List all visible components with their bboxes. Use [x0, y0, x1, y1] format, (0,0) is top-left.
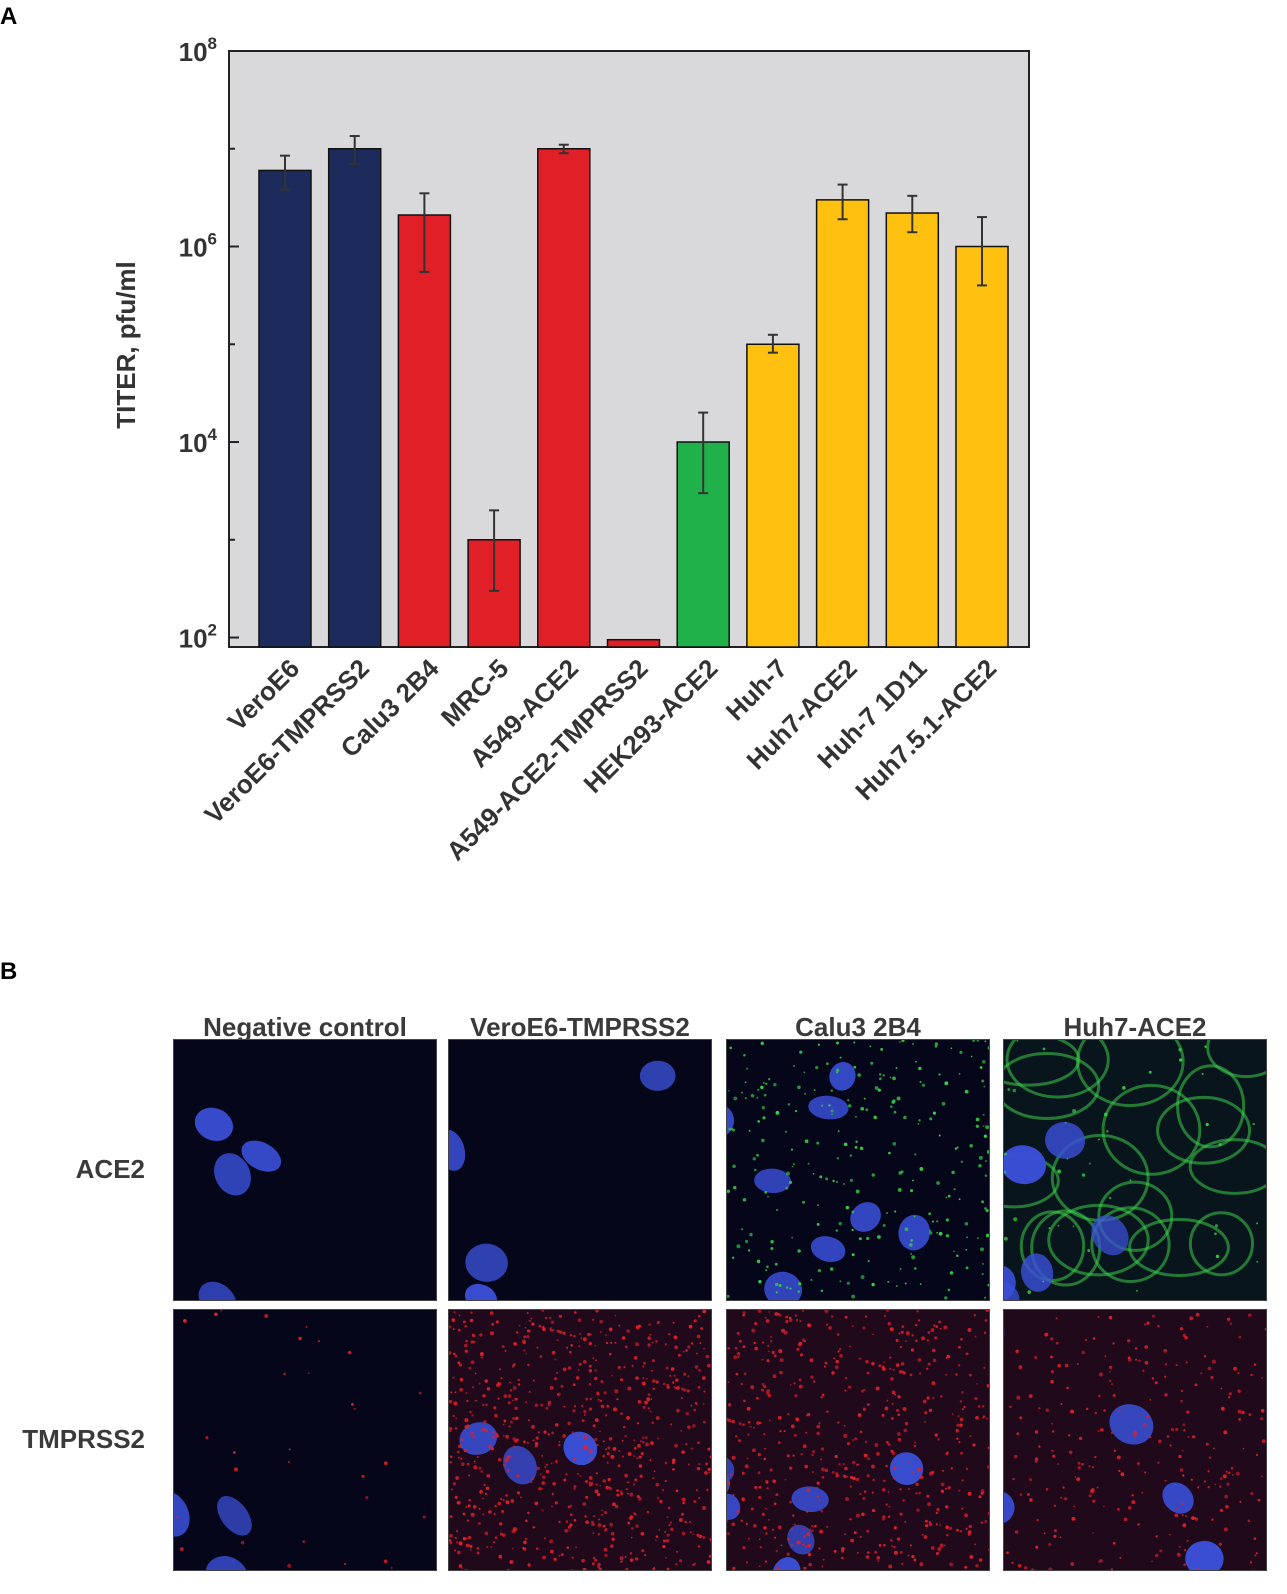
micrograph-image: [1004, 1310, 1266, 1570]
error-bar-4: [558, 143, 569, 155]
bar-7: [746, 343, 800, 648]
bar-5: [606, 638, 661, 648]
micrograph-tmprss2-3: [1003, 1309, 1267, 1571]
bar-10: [955, 245, 1009, 648]
bar-2: [397, 214, 452, 648]
y-axis-label: TITER, pfu/ml: [111, 261, 141, 429]
micrograph-ace2-1: [448, 1039, 712, 1301]
error-bar-9: [907, 194, 918, 234]
micrograph-image: [727, 1310, 989, 1570]
bar-9: [885, 212, 940, 648]
error-bar-0: [280, 154, 290, 191]
bar-1: [327, 148, 382, 648]
micrograph-ace2-0: [173, 1039, 437, 1301]
row-label-0: ACE2: [75, 1154, 145, 1184]
y-tick-label-3: 108: [179, 34, 217, 67]
micrograph-tmprss2-2: [726, 1309, 990, 1571]
bar-0: [258, 169, 312, 648]
micrograph-ace2-2: [726, 1039, 990, 1301]
micrograph-tmprss2-0: [173, 1309, 437, 1571]
micrograph-image: [727, 1040, 989, 1300]
micrograph-tmprss2-1: [448, 1309, 712, 1571]
error-bar-3: [489, 509, 500, 592]
micrograph-image: [1004, 1040, 1266, 1300]
y-tick-label-1: 104: [179, 425, 218, 458]
column-header-3: Huh7-ACE2: [1063, 1012, 1207, 1042]
panel-a-label: A: [0, 3, 18, 30]
error-bar-7: [767, 333, 778, 354]
error-bar-10: [977, 216, 987, 287]
column-header-0: Negative control: [203, 1012, 407, 1042]
bar-8: [815, 199, 870, 648]
y-tick-label-0: 102: [179, 621, 217, 654]
error-bar-6: [698, 411, 709, 495]
micrograph-image: [194, 1107, 282, 1300]
micrograph-image: [174, 1310, 426, 1570]
column-header-1: VeroE6-TMPRSS2: [470, 1012, 690, 1042]
bar-4: [537, 148, 591, 648]
micrograph-ace2-3: [1003, 1039, 1267, 1301]
micrograph-image: [449, 1060, 676, 1300]
micrograph-image: [449, 1310, 711, 1570]
row-label-1: TMPRSS2: [22, 1424, 145, 1454]
error-bar-2: [419, 192, 430, 273]
error-bar-1: [349, 135, 360, 165]
column-header-2: Calu3 2B4: [795, 1012, 921, 1042]
panel-b-label: B: [0, 958, 18, 985]
y-tick-label-2: 106: [179, 230, 217, 263]
error-bar-8: [837, 183, 848, 221]
